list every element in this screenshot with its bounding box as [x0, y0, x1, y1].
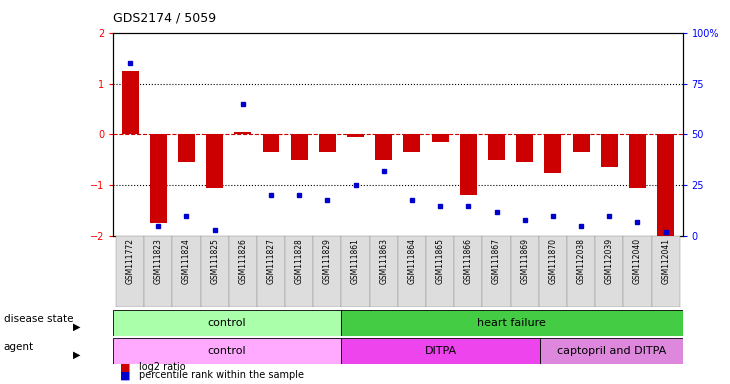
- Bar: [234, 132, 251, 134]
- Text: control: control: [208, 318, 246, 328]
- Bar: [122, 71, 139, 134]
- Text: GSM111863: GSM111863: [380, 238, 388, 284]
- Text: GSM111865: GSM111865: [436, 238, 445, 284]
- Bar: [510, 236, 539, 307]
- Text: GSM111827: GSM111827: [266, 238, 275, 284]
- Bar: [228, 236, 257, 307]
- Text: GSM111869: GSM111869: [520, 238, 529, 284]
- Bar: [319, 134, 336, 152]
- Bar: [172, 236, 201, 307]
- Text: GSM111828: GSM111828: [295, 238, 304, 284]
- Text: ■: ■: [120, 362, 131, 372]
- Bar: [488, 134, 505, 160]
- Bar: [595, 236, 623, 307]
- Bar: [369, 236, 398, 307]
- Text: percentile rank within the sample: percentile rank within the sample: [139, 370, 304, 380]
- Bar: [285, 236, 313, 307]
- Bar: [342, 236, 369, 307]
- Bar: [545, 134, 561, 172]
- Bar: [540, 338, 683, 364]
- Text: captopril and DITPA: captopril and DITPA: [557, 346, 666, 356]
- Bar: [426, 236, 454, 307]
- Bar: [313, 236, 342, 307]
- Text: GSM112039: GSM112039: [604, 238, 614, 285]
- Text: GSM111825: GSM111825: [210, 238, 219, 284]
- Text: GSM111864: GSM111864: [407, 238, 416, 284]
- Text: DITPA: DITPA: [424, 346, 457, 356]
- Bar: [516, 134, 533, 162]
- Text: GSM111861: GSM111861: [351, 238, 360, 284]
- Text: GSM112040: GSM112040: [633, 238, 642, 285]
- Text: ▶: ▶: [73, 322, 80, 332]
- Bar: [652, 236, 680, 307]
- Bar: [657, 134, 674, 236]
- Bar: [291, 134, 307, 160]
- Bar: [567, 236, 595, 307]
- Bar: [206, 134, 223, 188]
- Bar: [539, 236, 567, 307]
- Bar: [460, 134, 477, 195]
- Bar: [629, 134, 646, 188]
- Text: GSM111772: GSM111772: [126, 238, 134, 284]
- Bar: [341, 338, 540, 364]
- Bar: [347, 134, 364, 137]
- Bar: [113, 310, 341, 336]
- Text: GSM111867: GSM111867: [492, 238, 501, 284]
- Text: GSM111829: GSM111829: [323, 238, 332, 284]
- Text: GSM111823: GSM111823: [154, 238, 163, 284]
- Bar: [150, 134, 166, 223]
- Text: ▶: ▶: [73, 350, 80, 360]
- Bar: [483, 236, 510, 307]
- Text: log2 ratio: log2 ratio: [139, 362, 185, 372]
- Bar: [623, 236, 652, 307]
- Bar: [398, 236, 426, 307]
- Bar: [257, 236, 285, 307]
- Text: GSM111826: GSM111826: [238, 238, 247, 284]
- Bar: [178, 134, 195, 162]
- Bar: [201, 236, 228, 307]
- Text: GSM111824: GSM111824: [182, 238, 191, 284]
- Text: heart failure: heart failure: [477, 318, 546, 328]
- Bar: [454, 236, 483, 307]
- Text: ■: ■: [120, 370, 131, 380]
- Bar: [144, 236, 172, 307]
- Bar: [431, 134, 449, 142]
- Bar: [116, 236, 144, 307]
- Text: GSM112041: GSM112041: [661, 238, 670, 284]
- Bar: [113, 338, 341, 364]
- Text: GSM111870: GSM111870: [548, 238, 558, 284]
- Text: GSM112038: GSM112038: [577, 238, 585, 284]
- Bar: [572, 134, 590, 152]
- Bar: [375, 134, 392, 160]
- Bar: [404, 134, 420, 152]
- Bar: [601, 134, 618, 167]
- Text: GSM111866: GSM111866: [464, 238, 473, 284]
- Text: disease state: disease state: [4, 314, 73, 324]
- Text: agent: agent: [4, 342, 34, 352]
- Bar: [263, 134, 280, 152]
- Text: control: control: [208, 346, 246, 356]
- Text: GDS2174 / 5059: GDS2174 / 5059: [113, 12, 216, 25]
- Bar: [341, 310, 683, 336]
